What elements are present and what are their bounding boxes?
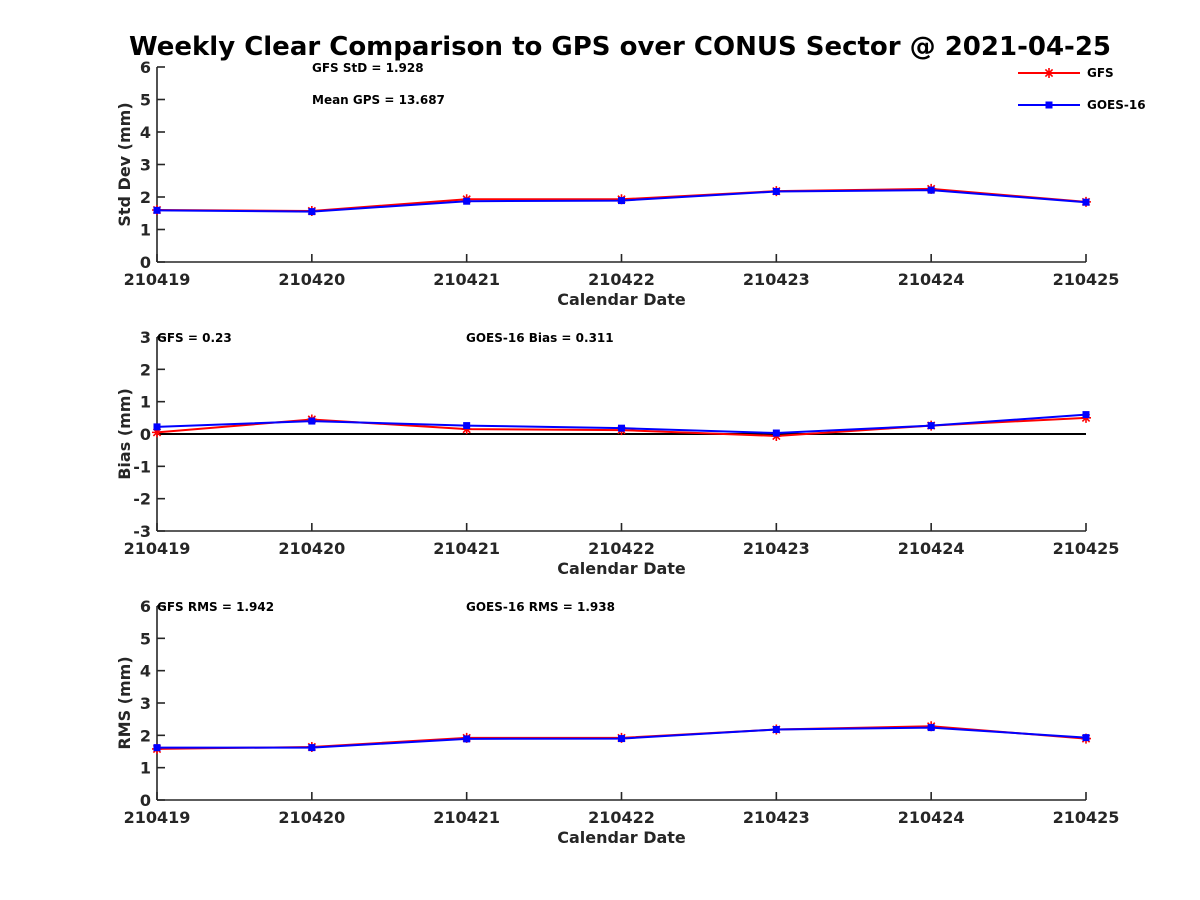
panel-1: 0 1 2 3 4 5 6 210419 210420 210421 210422 210423 210… xyxy=(115,58,1119,309)
legend-marker xyxy=(1045,101,1053,109)
x-axis-title: Calendar Date xyxy=(557,290,686,309)
y-tick-label: 1 xyxy=(140,759,151,778)
data-point-goes-16 xyxy=(927,186,935,194)
data-point-goes-16 xyxy=(463,422,471,430)
y-tick-label: 6 xyxy=(140,58,151,77)
y-tick-label: 3 xyxy=(140,694,151,713)
y-tick-label: 6 xyxy=(140,597,151,616)
x-tick-label: 210425 xyxy=(1053,808,1120,827)
y-tick-label: 1 xyxy=(140,393,151,412)
x-tick-label: 210419 xyxy=(124,539,191,558)
data-point-gfs xyxy=(461,424,472,435)
legend-label: GFS xyxy=(1087,66,1114,80)
legend: GFS GOES-16 xyxy=(1018,66,1146,112)
annotation: GOES-16 Bias = 0.311 xyxy=(466,331,614,345)
data-point-goes-16 xyxy=(772,187,780,195)
x-axis-title: Calendar Date xyxy=(557,559,686,578)
data-point-goes-16 xyxy=(463,197,471,205)
legend-item-gfs: GFS xyxy=(1018,66,1114,80)
x-tick-label: 210422 xyxy=(588,270,655,289)
x-tick-label: 210422 xyxy=(588,808,655,827)
y-tick-label: 4 xyxy=(140,123,151,142)
y-tick-label: 1 xyxy=(140,221,151,240)
y-tick-label: 2 xyxy=(140,360,151,379)
x-tick-label: 210419 xyxy=(124,808,191,827)
x-tick-label: 210423 xyxy=(743,270,810,289)
annotation: GFS StD = 1.928 xyxy=(312,61,424,75)
y-tick-label: 0 xyxy=(140,253,151,272)
x-tick-label: 210424 xyxy=(898,539,965,558)
x-tick-label: 210420 xyxy=(278,270,345,289)
data-point-goes-16 xyxy=(618,197,625,205)
panel-2: -3 -2 -1 0 1 2 3 210419 210420 210421 210422 210423… xyxy=(115,328,1119,578)
x-tick-label: 210421 xyxy=(433,808,500,827)
annotation: Mean GPS = 13.687 xyxy=(312,93,445,107)
x-tick-label: 210420 xyxy=(278,808,345,827)
x-axis-title: Calendar Date xyxy=(557,828,686,847)
x-tick-label: 210419 xyxy=(124,270,191,289)
y-tick-label: 3 xyxy=(140,328,151,347)
data-point-goes-16 xyxy=(153,744,161,752)
x-tick-label: 210420 xyxy=(278,539,345,558)
x-tick-label: 210425 xyxy=(1053,270,1120,289)
data-point-goes-16 xyxy=(308,208,316,216)
x-tick-label: 210423 xyxy=(743,539,810,558)
y-tick-label: 4 xyxy=(140,662,151,681)
x-tick-label: 210422 xyxy=(588,539,655,558)
x-tick-label: 210421 xyxy=(433,270,500,289)
x-tick-label: 210424 xyxy=(898,808,965,827)
y-tick-label: 2 xyxy=(140,188,151,207)
y-tick-label: -1 xyxy=(133,457,151,476)
data-point-goes-16 xyxy=(772,726,780,734)
y-tick-label: 5 xyxy=(140,629,151,648)
data-point-goes-16 xyxy=(1082,411,1090,419)
y-tick-label: 3 xyxy=(140,156,151,175)
data-point-goes-16 xyxy=(772,429,780,437)
data-point-goes-16 xyxy=(1082,734,1090,742)
data-point-goes-16 xyxy=(1082,198,1090,206)
y-axis-title: Std Dev (mm) xyxy=(115,102,134,226)
data-point-goes-16 xyxy=(618,735,625,743)
y-tick-label: 0 xyxy=(140,425,151,444)
y-tick-label: 2 xyxy=(140,726,151,745)
legend-item-goes-16: GOES-16 xyxy=(1018,98,1146,112)
y-axis-title: Bias (mm) xyxy=(115,388,134,480)
data-point-goes-16 xyxy=(308,417,316,425)
data-point-goes-16 xyxy=(927,724,935,732)
x-tick-label: 210424 xyxy=(898,270,965,289)
annotation: GFS = 0.23 xyxy=(157,331,232,345)
chart-title: Weekly Clear Comparison to GPS over CONU… xyxy=(129,32,1111,62)
legend-marker xyxy=(1044,68,1054,78)
data-point-goes-16 xyxy=(618,424,625,432)
y-tick-label: -2 xyxy=(133,490,151,509)
y-axis-title: RMS (mm) xyxy=(115,656,134,749)
data-point-goes-16 xyxy=(463,735,471,743)
annotation: GOES-16 RMS = 1.938 xyxy=(466,600,615,614)
data-point-gfs xyxy=(152,427,162,438)
data-point-goes-16 xyxy=(153,423,161,431)
data-point-goes-16 xyxy=(153,206,161,214)
x-tick-label: 210421 xyxy=(433,539,500,558)
x-tick-label: 210423 xyxy=(743,808,810,827)
legend-label: GOES-16 xyxy=(1087,98,1146,112)
y-tick-label: -3 xyxy=(133,522,151,541)
annotation: GFS RMS = 1.942 xyxy=(157,600,274,614)
x-tick-label: 210425 xyxy=(1053,539,1120,558)
data-point-goes-16 xyxy=(308,744,316,752)
y-tick-label: 0 xyxy=(140,791,151,810)
y-tick-label: 5 xyxy=(140,91,151,110)
panel-3: 0 1 2 3 4 5 6 210419 210420 210421 210422 210423 210… xyxy=(115,597,1119,847)
data-point-goes-16 xyxy=(927,422,935,430)
